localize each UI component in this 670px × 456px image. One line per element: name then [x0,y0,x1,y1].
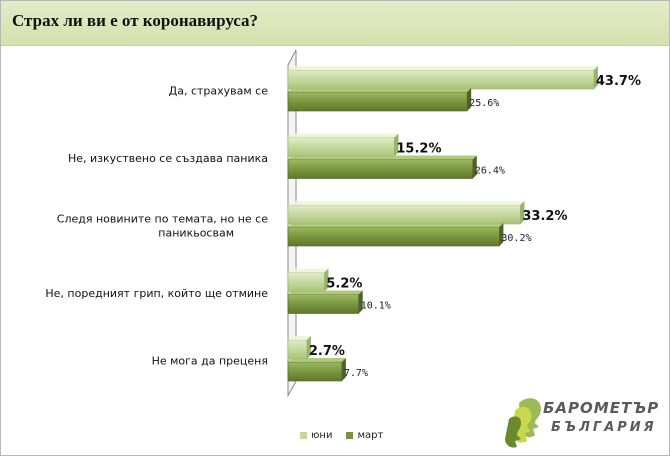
bar-march-end [341,358,346,381]
bar-march [287,361,343,382]
logo-line2: БЪЛГАРИЯ [551,420,657,435]
bar-march-top [288,223,504,227]
category-label: Не мога да преценя [152,355,268,368]
category-label: Не, изкуствено се създава паника [68,152,268,165]
bar-march-end [472,155,477,179]
legend-label-june: юни [311,430,333,441]
value-label-june: 2.7% [309,344,345,359]
value-label-june: 5.2% [326,277,362,292]
chart-title: Страх ли ви е от коронавируса? [12,11,259,30]
bar-june-end [593,66,598,89]
bar-june-end [324,268,329,292]
value-label-march: 7.7% [344,368,368,379]
bar-june-top [288,201,525,205]
bar-june [287,69,595,90]
bar-june-top [288,336,311,340]
bar-march-end [358,290,363,314]
legend-swatch-march [346,432,354,439]
value-label-june: 15.2% [396,142,441,157]
legend-swatch-june [300,432,307,439]
bar-march-end [499,223,504,246]
bar-june [287,339,308,360]
value-label-march: 25.6% [469,98,499,109]
logo-head-icon [505,398,541,448]
bar-march-top [288,155,477,160]
bar-march [287,226,500,247]
logo-line1: БАРОМЕТЪР [543,399,660,417]
bar-march [287,159,474,179]
bar-june [287,204,521,225]
category-label: Не, поредният грип, който ще отмине [45,287,268,300]
bar-march-top [288,358,346,362]
bar-march-end [467,88,472,111]
value-label-march: 30.2% [501,233,531,244]
bar-june-end [520,201,525,224]
bar-june [287,272,325,292]
title-bar: Страх ли ви е от коронавируса? [1,1,669,46]
category-label: Да, страхувам се [169,85,269,98]
bar-march [287,294,359,314]
legend: юни март [300,430,383,441]
legend-item-june: юни [300,430,332,441]
barometer-logo: БАРОМЕТЪР БЪЛГАРИЯ [505,393,665,451]
value-label-june: 43.7% [596,74,641,89]
value-label-june: 33.2% [522,209,567,224]
bar-june-top [288,66,598,70]
value-label-march: 10.1% [361,301,391,312]
bar-june-top [288,268,329,273]
bar-march-top [288,88,472,92]
bar-march-top [288,290,363,295]
category-label: Следя новините по темата, но не се паникь… [57,213,268,240]
bar-june-end [306,336,311,359]
bar-june-end [394,133,399,157]
value-label-march: 26.4% [475,166,505,177]
bar-june [287,137,395,157]
legend-item-march: март [346,430,383,441]
bar-march [287,91,468,112]
bar-june-top [288,133,399,138]
legend-label-march: март [357,430,384,441]
